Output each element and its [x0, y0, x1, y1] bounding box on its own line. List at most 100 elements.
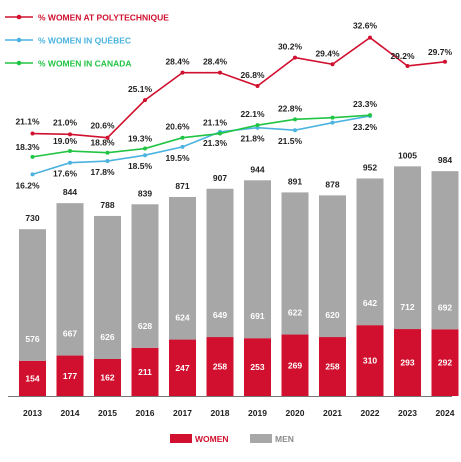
bar-label-men: 712: [400, 302, 414, 312]
line-point-label: 21.1%: [203, 118, 228, 128]
line-point: [368, 35, 372, 40]
bar-women: [281, 334, 309, 396]
line-point-label: 16.2%: [15, 180, 40, 190]
bar-label-total: 952: [363, 162, 377, 172]
bar-label-men: 628: [138, 321, 152, 331]
bar-label-women: 269: [288, 360, 302, 370]
bar-label-total: 984: [438, 155, 452, 165]
line-point: [405, 63, 410, 68]
line-point: [293, 128, 297, 133]
bar-label-total: 907: [213, 173, 227, 183]
line-point-label: 20.6%: [165, 122, 190, 132]
bar-label-total: 871: [175, 181, 189, 191]
legend-line-label: % WOMEN AT POLYTECHNIQUE: [38, 13, 169, 23]
bar-women: [131, 347, 159, 396]
line-point: [68, 149, 72, 154]
line-point-label: 22.8%: [278, 103, 303, 113]
bar-label-women: 258: [213, 362, 227, 372]
line-point-label: 19.3%: [128, 134, 153, 144]
bar-label-men: 576: [25, 334, 39, 344]
bar-label-women: 154: [25, 373, 39, 383]
bar-men: [94, 215, 121, 359]
bar-label-men: 667: [63, 329, 77, 339]
bar-men: [206, 188, 234, 338]
line-point-label: 22.1%: [240, 109, 265, 119]
line-point-label: 28.4%: [165, 57, 190, 67]
line-point-label: 18.3%: [15, 142, 40, 152]
line-point-label: 26.8%: [240, 70, 265, 80]
bar-women: [431, 329, 459, 396]
bar-label-women: 258: [325, 362, 339, 372]
bar-men: [319, 195, 346, 338]
line-point-label: 32.6%: [353, 21, 378, 31]
bar-women: [244, 338, 271, 396]
bar-women: [319, 337, 346, 396]
bar-men: [281, 192, 309, 335]
line-point: [255, 123, 260, 128]
legend-line-label: % WOMEN IN QUÉBEC: [38, 36, 131, 46]
line-point-label: 23.2%: [353, 122, 378, 132]
bar-label-men: 691: [250, 311, 264, 321]
line-point: [30, 154, 35, 159]
line-point-label: 21.1%: [15, 117, 40, 127]
bar-men: [131, 204, 159, 348]
line-point: [105, 150, 110, 155]
line-point: [68, 160, 72, 165]
line-point-label: 29.4%: [315, 48, 340, 58]
line-point-label: 21.8%: [240, 134, 265, 144]
bar-men: [56, 203, 84, 356]
line-point: [330, 62, 335, 67]
legend-swatch-women: [170, 434, 192, 443]
line-point-label: 19.5%: [165, 153, 190, 163]
bar-men: [431, 171, 459, 330]
line-point: [180, 144, 185, 149]
x-tick-label: 2016: [136, 408, 155, 418]
line-point: [143, 153, 147, 158]
line-point: [218, 70, 222, 75]
bar-label-women: 211: [138, 367, 152, 377]
line-point: [30, 131, 35, 136]
bar-women: [394, 329, 421, 396]
line-point: [443, 59, 447, 64]
bar-label-women: 292: [438, 358, 452, 368]
bar-label-women: 253: [250, 362, 264, 372]
legend-swatch-men: [250, 434, 272, 443]
line-point: [330, 115, 335, 120]
legend-line-label: % WOMEN IN CANADA: [38, 59, 132, 69]
legend-line-marker: [16, 14, 22, 20]
line-point-label: 28.4%: [203, 57, 228, 67]
line-point-label: 17.8%: [90, 167, 115, 177]
line-point-label: 19.0%: [53, 136, 78, 146]
bar-label-women: 162: [100, 372, 114, 382]
legend-line-marker: [16, 37, 22, 43]
bar-label-men: 626: [100, 332, 114, 342]
x-tick-label: 2020: [286, 408, 305, 418]
line-point: [68, 132, 72, 137]
line-point-label: 29.7%: [428, 47, 453, 57]
x-tick-label: 2013: [23, 408, 42, 418]
bar-label-women: 247: [175, 363, 189, 373]
line-point-label: 17.6%: [53, 169, 78, 179]
bar-men: [394, 166, 421, 330]
bar-men: [244, 180, 271, 339]
bar-label-men: 649: [213, 310, 227, 320]
line-point: [105, 159, 110, 164]
line-point-label: 23.3%: [353, 99, 378, 109]
bar-label-total: 944: [250, 164, 264, 174]
bar-label-total: 891: [288, 176, 302, 186]
bar-women: [206, 337, 234, 396]
bar-label-total: 839: [138, 188, 152, 198]
bar-label-women: 310: [363, 356, 377, 366]
line-point: [30, 172, 35, 177]
bar-men: [356, 178, 384, 326]
bar-label-men: 620: [325, 310, 339, 320]
bar-women: [56, 355, 84, 396]
line-point: [180, 135, 185, 140]
x-tick-label: 2024: [436, 408, 455, 418]
line-point-label: 18.5%: [128, 161, 153, 171]
bar-label-total: 878: [325, 179, 339, 189]
line-point: [180, 70, 185, 75]
bar-women: [94, 358, 121, 396]
line-point-label: 21.3%: [203, 138, 228, 148]
